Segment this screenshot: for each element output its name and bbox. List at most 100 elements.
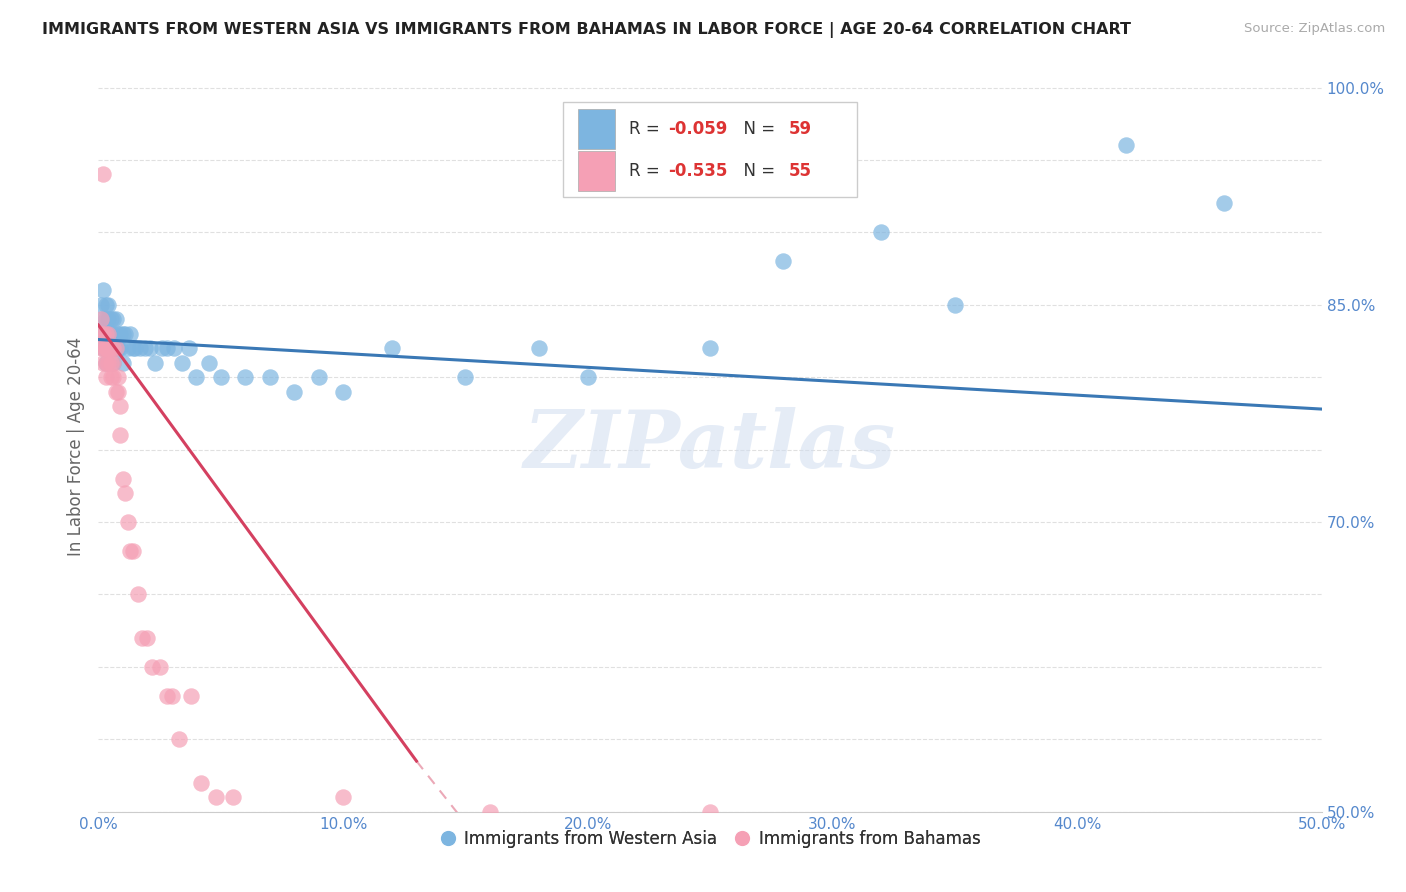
Point <box>167 732 190 747</box>
Text: IMMIGRANTS FROM WESTERN ASIA VS IMMIGRANTS FROM BAHAMAS IN LABOR FORCE | AGE 20-: IMMIGRANTS FROM WESTERN ASIA VS IMMIGRAN… <box>42 22 1132 38</box>
Point <box>90 326 112 341</box>
Point <box>600 863 623 877</box>
Point <box>576 370 599 384</box>
Point <box>90 298 112 312</box>
Point <box>100 326 122 341</box>
Text: 59: 59 <box>789 120 811 138</box>
Point <box>104 341 127 355</box>
Point <box>97 326 120 341</box>
Point <box>91 326 114 341</box>
Point <box>91 312 114 326</box>
Point <box>121 341 143 355</box>
Text: -0.059: -0.059 <box>668 120 728 138</box>
Point <box>100 341 122 355</box>
Point <box>90 326 112 341</box>
Point <box>94 370 117 384</box>
Point <box>97 356 120 370</box>
Point <box>107 326 129 341</box>
Point <box>120 544 142 558</box>
FancyBboxPatch shape <box>564 103 856 197</box>
Y-axis label: In Labor Force | Age 20-64: In Labor Force | Age 20-64 <box>66 336 84 556</box>
Point <box>114 326 136 341</box>
Point <box>129 341 152 355</box>
Point <box>478 805 501 819</box>
Point <box>94 298 117 312</box>
Point <box>259 370 281 384</box>
Point <box>156 341 179 355</box>
Point <box>332 384 354 399</box>
Point <box>104 341 127 355</box>
Text: 55: 55 <box>789 161 811 179</box>
Point <box>94 356 117 370</box>
Point <box>772 254 794 268</box>
Point <box>100 341 122 355</box>
Point <box>91 168 114 182</box>
Point <box>177 341 200 355</box>
Point <box>190 776 212 790</box>
Point <box>100 370 122 384</box>
Point <box>143 356 166 370</box>
Point <box>110 341 132 355</box>
Point <box>101 356 124 370</box>
Point <box>111 472 134 486</box>
Point <box>94 326 117 341</box>
Point <box>94 312 117 326</box>
Point <box>381 819 404 833</box>
Point <box>101 341 124 355</box>
Point <box>170 356 193 370</box>
Point <box>97 326 120 341</box>
Text: R =: R = <box>630 120 665 138</box>
Text: Source: ZipAtlas.com: Source: ZipAtlas.com <box>1244 22 1385 36</box>
Point <box>111 356 134 370</box>
Point <box>1212 196 1234 211</box>
Text: N =: N = <box>734 120 780 138</box>
FancyBboxPatch shape <box>578 109 614 149</box>
Point <box>156 689 179 703</box>
Point <box>91 356 114 370</box>
Point <box>97 312 120 326</box>
Point <box>160 689 183 703</box>
Point <box>110 399 132 413</box>
Point <box>121 544 143 558</box>
Point <box>332 790 354 805</box>
Point <box>150 341 173 355</box>
Point <box>124 341 146 355</box>
Point <box>699 341 721 355</box>
Point <box>454 370 477 384</box>
Point <box>94 326 117 341</box>
Legend: Immigrants from Western Asia, Immigrants from Bahamas: Immigrants from Western Asia, Immigrants… <box>433 823 987 855</box>
Text: R =: R = <box>630 161 665 179</box>
Point <box>127 587 149 601</box>
Point <box>943 298 966 312</box>
Point <box>527 833 550 847</box>
Text: -0.535: -0.535 <box>668 161 728 179</box>
Point <box>114 486 136 500</box>
Point <box>110 326 132 341</box>
Point <box>101 326 124 341</box>
Point <box>94 341 117 355</box>
Point <box>149 660 172 674</box>
Point <box>527 341 550 355</box>
Point <box>205 790 228 805</box>
Point <box>430 833 453 847</box>
Point <box>209 370 232 384</box>
Point <box>97 298 120 312</box>
Point <box>141 660 163 674</box>
Point <box>101 356 124 370</box>
FancyBboxPatch shape <box>578 151 614 191</box>
Point <box>94 356 117 370</box>
Point <box>91 341 114 355</box>
Point <box>90 341 112 355</box>
Point <box>117 515 139 529</box>
Point <box>100 312 122 326</box>
Point <box>101 312 124 326</box>
Point <box>110 428 132 442</box>
Text: N =: N = <box>734 161 780 179</box>
Point <box>1115 138 1137 153</box>
Text: ZIPatlas: ZIPatlas <box>524 408 896 484</box>
Point <box>136 631 159 645</box>
Point <box>186 370 208 384</box>
Point <box>131 631 153 645</box>
Point <box>381 341 404 355</box>
Point <box>283 384 305 399</box>
